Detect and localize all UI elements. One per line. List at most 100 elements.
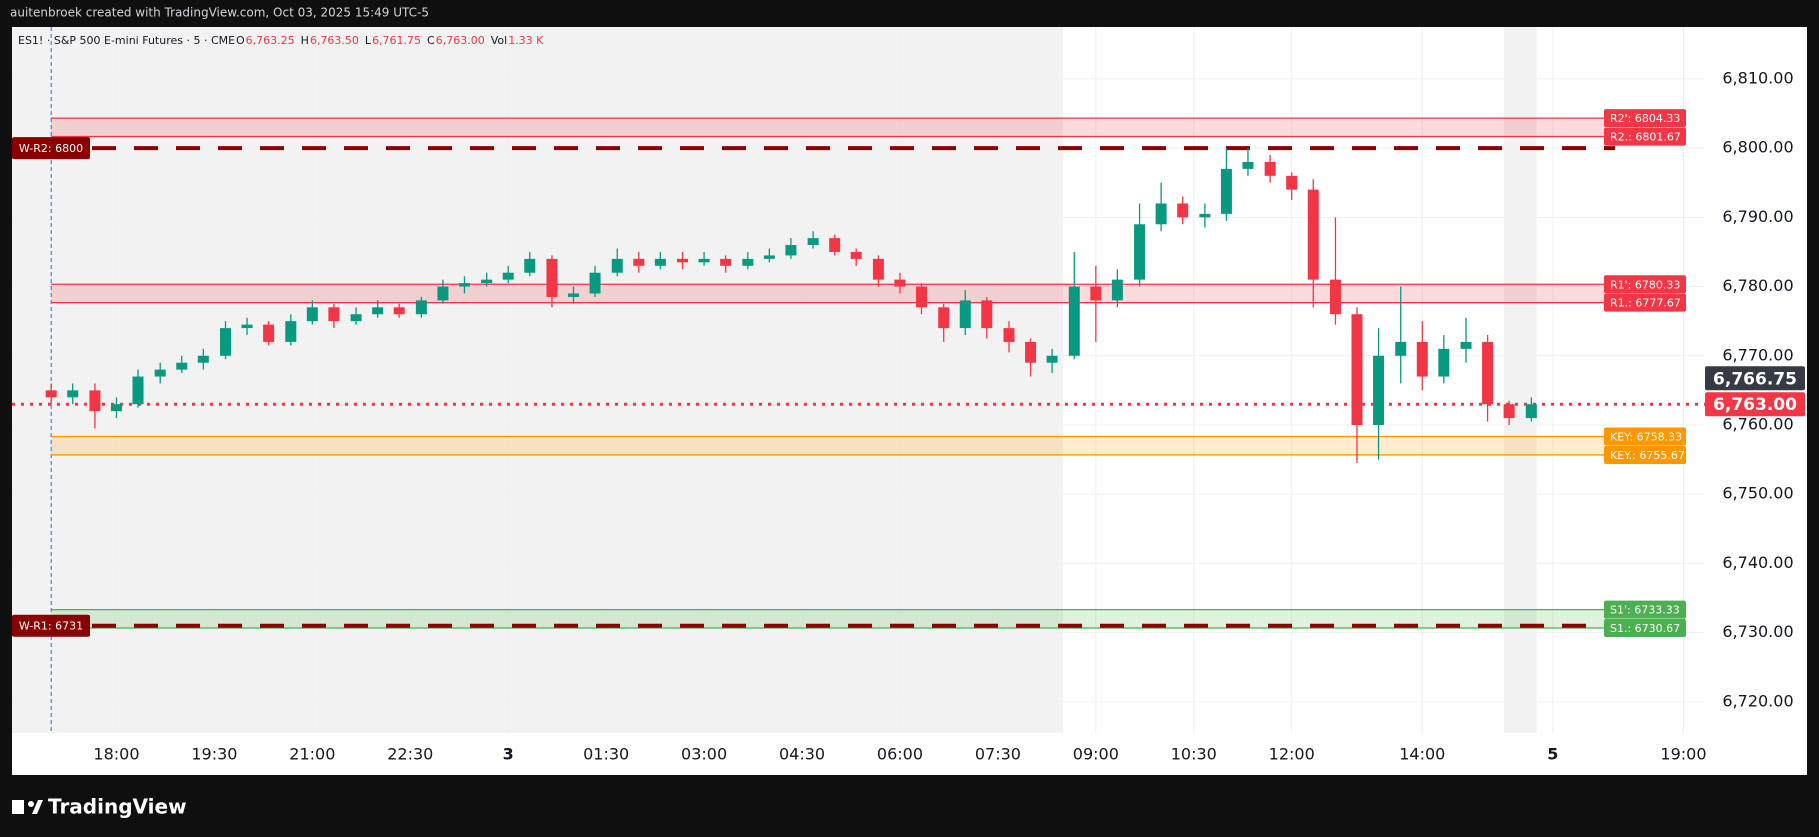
candle-body (176, 362, 188, 370)
candle-body (437, 286, 449, 301)
x-tick-label: 5 (1547, 745, 1558, 764)
candle-body (589, 272, 601, 294)
x-tick-label: 01:30 (583, 745, 629, 764)
candle-body (1177, 203, 1189, 218)
candle-body (1482, 341, 1494, 405)
candle-body (742, 258, 754, 266)
candle-body (1003, 328, 1015, 342)
y-tick-label: 6,790.00 (1722, 207, 1793, 226)
zone-label-box (1604, 427, 1686, 446)
candle-body (1351, 314, 1363, 425)
candle-body (633, 258, 645, 266)
y-tick-label: 6,740.00 (1722, 553, 1793, 572)
zone-label: R2.: 6801.67 (1610, 131, 1681, 144)
weekly-label-box (12, 614, 90, 637)
zone-label-box (1604, 109, 1686, 128)
zone-fill (51, 118, 1608, 137)
x-tick-label: 04:30 (779, 745, 825, 764)
x-tick-label: 10:30 (1171, 745, 1217, 764)
y-tick-label: 6,780.00 (1722, 276, 1793, 295)
price-label-box (1705, 392, 1805, 417)
x-tick-label: 19:00 (1660, 745, 1706, 764)
candle-body (1373, 355, 1385, 425)
candle-body (306, 307, 318, 322)
candle-body (872, 258, 884, 280)
x-tick-label: 21:00 (289, 745, 335, 764)
legend-value: 6,763.50 (310, 34, 359, 47)
candle-body (1199, 213, 1211, 218)
candle-body (1134, 224, 1146, 280)
caption: auitenbroek created with TradingView.com… (10, 6, 429, 20)
zone-label: R1.: 6777.67 (1610, 297, 1681, 310)
zone-label-box (1604, 618, 1686, 637)
candle-body (67, 390, 79, 398)
brand-logo (12, 800, 43, 814)
candle-body (785, 245, 797, 256)
candle-body (110, 404, 122, 412)
candle-body (1503, 404, 1515, 419)
candle-body (829, 238, 841, 252)
candle-body (611, 258, 623, 273)
candle-body (1307, 189, 1319, 280)
candle-body (1111, 279, 1123, 301)
brand: TradingView (48, 795, 187, 819)
candle-body (938, 307, 950, 329)
candle-body (89, 390, 101, 412)
candle-body (1068, 286, 1080, 356)
price-label-box (1705, 366, 1805, 391)
x-tick-label: 09:00 (1073, 745, 1119, 764)
candle-body (132, 376, 144, 405)
price-label: 6,766.75 (1713, 369, 1797, 389)
candle-body (546, 258, 558, 297)
zone-fill (51, 609, 1608, 628)
zone-label: R1': 6780.33 (1610, 278, 1680, 291)
zone-label-box (1604, 127, 1686, 146)
candle-body (415, 300, 427, 315)
candle-body (677, 258, 689, 263)
weekly-label: W-R1: 6731 (19, 620, 83, 633)
y-tick-label: 6,810.00 (1722, 68, 1793, 87)
x-tick-label: 07:30 (975, 745, 1021, 764)
x-tick-label: 22:30 (387, 745, 433, 764)
candle-body (220, 328, 232, 356)
candle-body (241, 324, 253, 329)
candle-body (350, 314, 362, 322)
candle-body (328, 307, 340, 322)
candle-body (807, 238, 819, 246)
candle-body (263, 324, 275, 342)
x-tick-label: 03:00 (681, 745, 727, 764)
zone-fill (51, 436, 1608, 455)
weekly-label-box (12, 137, 90, 160)
candle-body (850, 251, 862, 259)
y-tick-label: 6,720.00 (1722, 691, 1793, 710)
legend-value: 6,763.00 (436, 34, 485, 47)
session-shading (12, 27, 1064, 733)
symbol: ES1! · S&P 500 E-mini Futures · 5 · CME (18, 34, 235, 47)
zone-fill (51, 284, 1608, 303)
x-tick-label: 19:30 (191, 745, 237, 764)
zone-label-box (1604, 293, 1686, 312)
candle-body (1264, 161, 1276, 176)
zone-label: R2': 6804.33 (1610, 112, 1680, 125)
y-tick-label: 6,730.00 (1722, 622, 1793, 641)
candle-body (1090, 286, 1102, 301)
session-shading (1503, 27, 1537, 733)
candle-body (720, 258, 732, 266)
candle-body (894, 279, 906, 287)
zone-label-box (1604, 445, 1686, 464)
candle-body (481, 279, 493, 284)
candle-body (285, 321, 297, 342)
candle-body (698, 258, 710, 263)
weekly-label: W-R2: 6800 (19, 142, 83, 155)
candle-body (959, 300, 971, 329)
legend-value: 1.33 K (508, 34, 544, 47)
x-tick-label: 14:00 (1399, 745, 1445, 764)
candle-body (1025, 341, 1037, 363)
candle-body (372, 307, 384, 315)
candle-body (524, 258, 536, 273)
y-tick-label: 6,800.00 (1722, 138, 1793, 157)
zone-label: S1.: 6730.67 (1610, 622, 1680, 635)
candle-body (393, 307, 405, 315)
candle-body (1416, 341, 1428, 377)
